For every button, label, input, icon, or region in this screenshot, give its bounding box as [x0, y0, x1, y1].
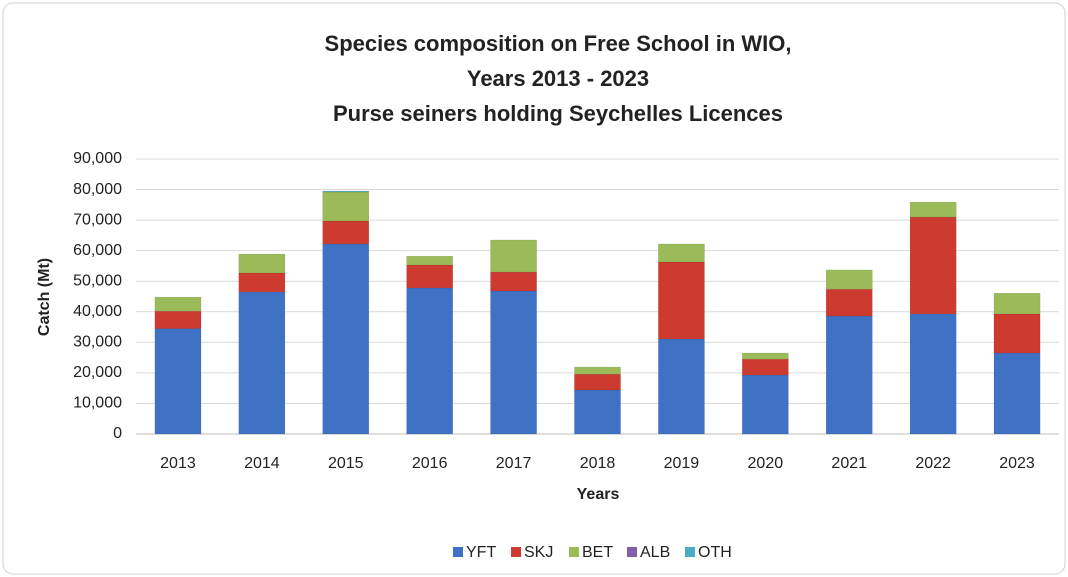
- y-axis-title: Catch (Mt): [36, 258, 53, 336]
- y-tick-label: 0: [113, 425, 122, 442]
- x-tick-label: 2023: [999, 455, 1035, 472]
- legend-swatch: [511, 547, 521, 557]
- bar-segment: [574, 373, 621, 391]
- x-tick-label: 2014: [244, 455, 280, 472]
- y-tick-label: 80,000: [73, 181, 122, 198]
- y-tick-label: 40,000: [73, 303, 122, 320]
- bar-segment: [741, 358, 789, 376]
- bar-segment: [658, 261, 705, 340]
- bar-segment: [406, 287, 454, 435]
- bar-segment: [406, 255, 454, 266]
- bar-segment: [825, 315, 873, 435]
- x-tick-label: 2013: [160, 455, 196, 472]
- bar-segment: [993, 292, 1041, 315]
- legend-label: YFT: [466, 544, 496, 561]
- bar-segment: [658, 243, 705, 263]
- y-tick-label: 10,000: [73, 395, 122, 412]
- legend-label: BET: [582, 544, 613, 561]
- y-tick-label: 30,000: [73, 334, 122, 351]
- y-tick-label: 60,000: [73, 242, 122, 259]
- legend-label: ALB: [640, 544, 670, 561]
- bar-segment: [741, 352, 789, 360]
- x-tick-label: 2017: [496, 455, 532, 472]
- x-tick-label: 2021: [831, 455, 867, 472]
- chart-title: Years 2013 - 2023: [467, 66, 649, 91]
- bar-segment: [574, 389, 621, 435]
- x-tick-label: 2020: [748, 455, 784, 472]
- bar-segment: [909, 216, 957, 315]
- bar-segment: [909, 313, 957, 435]
- bar-segment: [993, 352, 1041, 435]
- x-tick-label: 2019: [664, 455, 700, 472]
- legend-label: SKJ: [524, 544, 553, 561]
- x-tick-label: 2018: [580, 455, 616, 472]
- bar-segment: [825, 269, 873, 290]
- bar-segment: [574, 366, 621, 375]
- y-tick-label: 70,000: [73, 211, 122, 228]
- bar-segment: [406, 264, 454, 289]
- bar-segment: [322, 191, 370, 222]
- bar-segment: [154, 310, 202, 329]
- bar-segment: [154, 328, 202, 435]
- bar-segment: [490, 239, 537, 273]
- y-tick-label: 90,000: [73, 150, 122, 167]
- bar-segment: [238, 291, 286, 435]
- legend-swatch: [453, 547, 463, 557]
- bar-segment: [322, 190, 370, 193]
- y-tick-label: 20,000: [73, 364, 122, 381]
- legend-swatch: [627, 547, 637, 557]
- x-axis-title: Years: [577, 486, 620, 503]
- bar-segment: [993, 313, 1041, 354]
- bar-segment: [154, 296, 202, 312]
- legend-swatch: [569, 547, 579, 557]
- bar-segment: [322, 220, 370, 245]
- bar-segment: [322, 243, 370, 435]
- bar-segment: [825, 288, 873, 317]
- x-tick-label: 2022: [915, 455, 951, 472]
- bar-segment: [238, 253, 286, 274]
- bar-segment: [741, 374, 789, 435]
- chart-title: Purse seiners holding Seychelles Licence…: [333, 101, 783, 126]
- bar-segment: [490, 290, 537, 435]
- bar-segment: [909, 201, 957, 218]
- x-tick-label: 2015: [328, 455, 364, 472]
- legend-label: OTH: [698, 544, 732, 561]
- bar-segment: [238, 272, 286, 293]
- legend-swatch: [685, 547, 695, 557]
- x-tick-label: 2016: [412, 455, 448, 472]
- bar-segment: [490, 271, 537, 292]
- bar-segment: [658, 338, 705, 435]
- y-tick-label: 50,000: [73, 272, 122, 289]
- chart-title: Species composition on Free School in WI…: [325, 31, 792, 56]
